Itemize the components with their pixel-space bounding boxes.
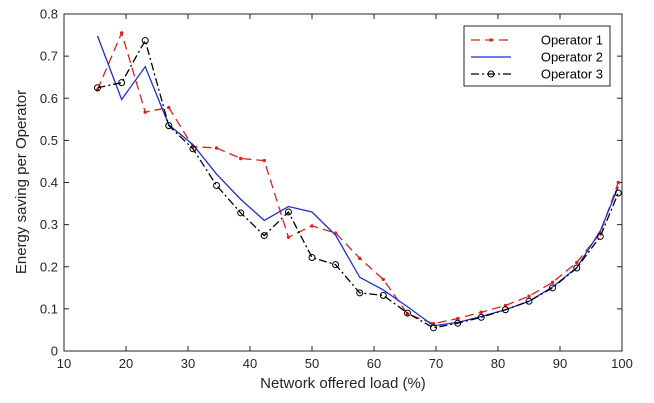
data-point — [430, 324, 438, 332]
x-tick-label: 70 — [429, 356, 443, 371]
data-point — [93, 84, 101, 92]
axis-ticks: 10 20 30 40 50 60 70 80 90 100 0 0.1 0.2 0.3 0.4 0.5 0.6… — [40, 7, 633, 372]
x-tick-label: 100 — [611, 356, 633, 371]
x-tick-label: 10 — [57, 356, 71, 371]
legend-item-operator-2: Operator 2 — [471, 50, 603, 65]
data-point — [479, 310, 483, 314]
y-tick-label: 0.3 — [40, 217, 58, 232]
legend-label: Operator 2 — [541, 50, 603, 65]
series-line-operator-3 — [97, 38, 619, 329]
data-point — [143, 110, 147, 114]
data-point — [119, 31, 124, 35]
data-point — [456, 316, 460, 321]
data-point — [575, 260, 579, 265]
data-point — [550, 280, 555, 285]
legend-item-operator-1: Operator 1 — [471, 33, 603, 48]
data-point — [237, 209, 245, 217]
data-point — [310, 224, 314, 228]
data-point — [527, 294, 531, 298]
data-point — [118, 79, 126, 87]
y-tick-label: 0.5 — [40, 133, 58, 148]
data-point — [189, 145, 197, 153]
x-tick-label: 50 — [305, 356, 319, 371]
y-tick-label: 0.8 — [40, 7, 58, 22]
data-point — [214, 146, 219, 150]
y-tick-label: 0 — [51, 344, 58, 359]
data-point — [213, 181, 221, 189]
y-tick-label: 0.1 — [40, 301, 58, 316]
legend-marker — [489, 38, 493, 42]
data-point — [549, 284, 557, 292]
legend-label: Operator 1 — [541, 33, 603, 48]
legend: Operator 1 Operator 2 Operator 3 — [463, 25, 611, 87]
legend-item-operator-3: Operator 3 — [471, 67, 603, 82]
data-point — [403, 309, 411, 317]
series-operator-3 — [93, 37, 622, 332]
x-tick-label: 20 — [119, 356, 133, 371]
data-point — [308, 253, 316, 261]
data-point — [358, 256, 362, 261]
y-axis-label: Energy saving per Operator — [13, 90, 30, 274]
data-point — [477, 313, 485, 321]
data-point — [284, 208, 292, 216]
series-layer — [93, 31, 622, 332]
data-point — [381, 277, 385, 282]
data-point — [616, 180, 620, 185]
x-tick-label: 80 — [491, 356, 505, 371]
data-point — [165, 122, 173, 130]
data-point — [501, 306, 509, 314]
legend-label: Operator 3 — [541, 67, 603, 82]
y-tick-label: 0.6 — [40, 91, 58, 106]
legend-marker — [487, 70, 495, 78]
y-tick-label: 0.7 — [40, 49, 58, 64]
data-point — [525, 297, 533, 305]
x-axis-label: Network offered load (%) — [260, 375, 426, 392]
data-point — [454, 319, 462, 327]
data-point — [614, 189, 622, 197]
data-point — [332, 261, 340, 269]
data-point — [596, 232, 604, 240]
y-tick-label: 0.4 — [40, 175, 58, 190]
data-point — [260, 232, 268, 240]
data-point — [167, 105, 171, 110]
y-tick-label: 0.2 — [40, 259, 58, 274]
x-tick-label: 90 — [553, 356, 567, 371]
x-tick-label: 30 — [181, 356, 195, 371]
data-point — [286, 235, 291, 239]
data-point — [379, 291, 387, 299]
data-point — [356, 289, 364, 297]
x-tick-label: 40 — [243, 356, 257, 371]
data-point — [141, 37, 149, 45]
data-point — [573, 264, 581, 272]
x-tick-label: 60 — [367, 356, 381, 371]
data-point — [262, 158, 266, 163]
data-point — [239, 156, 243, 161]
